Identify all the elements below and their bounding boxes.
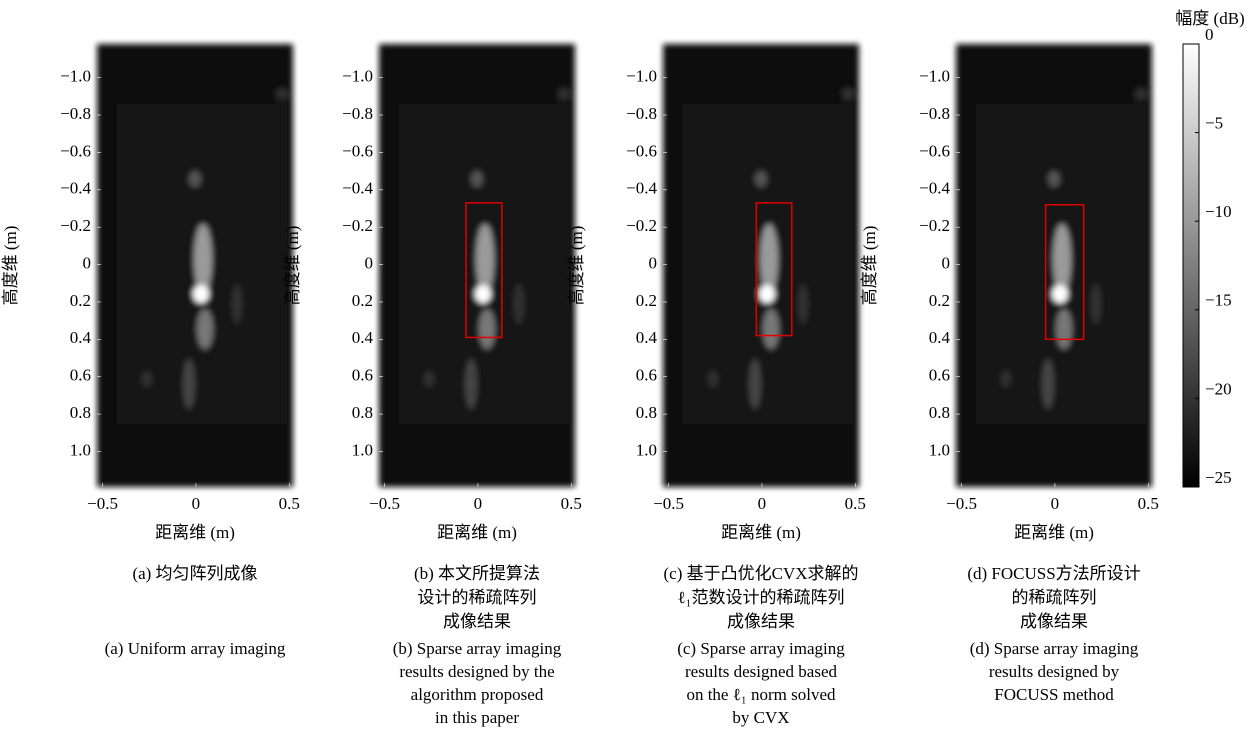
colorbar — [1183, 44, 1199, 487]
y-tick-label: 0.2 — [70, 291, 91, 310]
figure: 幅度 (dB) −1.0−0.8−0.6−0.4−0.200.20.40.60.… — [0, 0, 1255, 736]
colorbar-tick-label: −25 — [1205, 468, 1232, 487]
y-tick-label: −0.6 — [342, 141, 373, 160]
y-axis-label: 高度维 (m) — [1, 226, 20, 306]
y-tick-label: 0.6 — [70, 366, 91, 385]
image — [956, 44, 1152, 487]
x-tick-label: −0.5 — [946, 494, 977, 513]
y-axis-label: 高度维 (m) — [860, 226, 879, 306]
x-tick-label: 0 — [192, 494, 201, 513]
y-tick-label: −0.2 — [342, 216, 373, 235]
y-tick-label: −0.2 — [60, 216, 91, 235]
y-tick-label: −0.6 — [626, 141, 657, 160]
caption-en: (a) Uniform array imaging — [105, 639, 286, 658]
colorbar-tick-label: −15 — [1205, 291, 1232, 310]
colorbar-tick-label: −10 — [1205, 202, 1232, 221]
y-tick-label: −0.2 — [626, 216, 657, 235]
y-tick-label: −0.8 — [60, 104, 91, 123]
y-tick-label: −0.8 — [626, 104, 657, 123]
caption-en: results designed by the — [399, 662, 554, 681]
caption-en: on the ℓ₁ norm solved — [686, 685, 836, 704]
y-tick-label: 1.0 — [352, 440, 373, 459]
y-axis-label: 高度维 (m) — [567, 226, 586, 306]
caption-cn: 设计的稀疏阵列 — [418, 588, 537, 607]
y-tick-label: −0.8 — [919, 104, 950, 123]
y-tick-label: −0.4 — [60, 179, 91, 198]
caption-en: results designed based — [685, 662, 838, 681]
image — [379, 44, 575, 487]
y-tick-label: 1.0 — [929, 440, 950, 459]
y-tick-label: −1.0 — [342, 67, 373, 86]
y-tick-label: 0.4 — [636, 328, 658, 347]
y-tick-label: 1.0 — [636, 440, 657, 459]
x-tick-label: 0.5 — [279, 494, 300, 513]
y-tick-label: 0.2 — [929, 291, 950, 310]
x-axis-label: 距离维 (m) — [437, 523, 517, 542]
y-tick-label: 0.8 — [929, 403, 950, 422]
y-tick-label: 0.4 — [929, 328, 951, 347]
y-tick-label: −0.8 — [342, 104, 373, 123]
y-tick-label: 0.6 — [352, 366, 373, 385]
colorbar-tick-label: −20 — [1205, 379, 1232, 398]
x-axis-label: 距离维 (m) — [721, 523, 801, 542]
y-tick-label: −1.0 — [60, 67, 91, 86]
caption-cn: (d) FOCUSS方法所设计 — [967, 564, 1140, 583]
y-tick-label: 0.8 — [352, 403, 373, 422]
x-tick-label: 0 — [758, 494, 767, 513]
caption-en: (c) Sparse array imaging — [677, 639, 845, 658]
y-tick-label: 0 — [83, 253, 92, 272]
y-axis-label: 高度维 (m) — [283, 226, 302, 306]
image — [97, 44, 293, 487]
x-tick-label: 0 — [474, 494, 483, 513]
y-tick-label: −0.2 — [919, 216, 950, 235]
x-tick-label: 0 — [1051, 494, 1060, 513]
x-tick-label: −0.5 — [653, 494, 684, 513]
x-tick-label: 0.5 — [1138, 494, 1159, 513]
y-tick-label: 0.4 — [70, 328, 92, 347]
caption-en: by CVX — [732, 708, 789, 727]
caption-cn: 成像结果 — [1020, 612, 1088, 631]
caption-cn: ℓ₁范数设计的稀疏阵列 — [677, 588, 844, 607]
caption-en: in this paper — [435, 708, 519, 727]
y-tick-label: −1.0 — [919, 67, 950, 86]
caption-cn: (c) 基于凸优化CVX求解的 — [663, 564, 858, 583]
x-axis-label: 距离维 (m) — [155, 523, 235, 542]
caption-en: (b) Sparse array imaging — [393, 639, 562, 658]
colorbar-tick-label: −5 — [1205, 114, 1223, 133]
y-tick-label: 0.4 — [352, 328, 374, 347]
y-tick-label: −0.4 — [342, 179, 373, 198]
y-tick-label: 0 — [649, 253, 658, 272]
y-tick-label: 0.6 — [929, 366, 950, 385]
x-tick-label: −0.5 — [87, 494, 118, 513]
y-tick-label: −0.4 — [919, 179, 950, 198]
y-tick-label: 0.2 — [352, 291, 373, 310]
caption-en: algorithm proposed — [411, 685, 544, 704]
x-tick-label: −0.5 — [369, 494, 400, 513]
x-tick-label: 0.5 — [561, 494, 582, 513]
caption-en: FOCUSS method — [994, 685, 1114, 704]
y-tick-label: −0.6 — [919, 141, 950, 160]
caption-cn: 成像结果 — [443, 612, 511, 631]
x-axis-label: 距离维 (m) — [1014, 523, 1094, 542]
y-tick-label: 0 — [942, 253, 951, 272]
caption-en: results designed by — [989, 662, 1120, 681]
colorbar-tick-label: 0 — [1205, 25, 1214, 44]
y-tick-label: −0.4 — [626, 179, 657, 198]
caption-cn: 的稀疏阵列 — [1012, 588, 1097, 607]
y-tick-label: 0.6 — [636, 366, 657, 385]
caption-en: (d) Sparse array imaging — [970, 639, 1139, 658]
y-tick-label: 0.2 — [636, 291, 657, 310]
caption-cn: (a) 均匀阵列成像 — [132, 564, 257, 583]
y-tick-label: 1.0 — [70, 440, 91, 459]
y-tick-label: −1.0 — [626, 67, 657, 86]
caption-cn: (b) 本文所提算法 — [414, 564, 540, 583]
y-tick-label: 0.8 — [636, 403, 657, 422]
caption-cn: 成像结果 — [727, 612, 795, 631]
y-tick-label: 0.8 — [70, 403, 91, 422]
x-tick-label: 0.5 — [845, 494, 866, 513]
y-tick-label: −0.6 — [60, 141, 91, 160]
y-tick-label: 0 — [365, 253, 374, 272]
image — [663, 44, 859, 487]
